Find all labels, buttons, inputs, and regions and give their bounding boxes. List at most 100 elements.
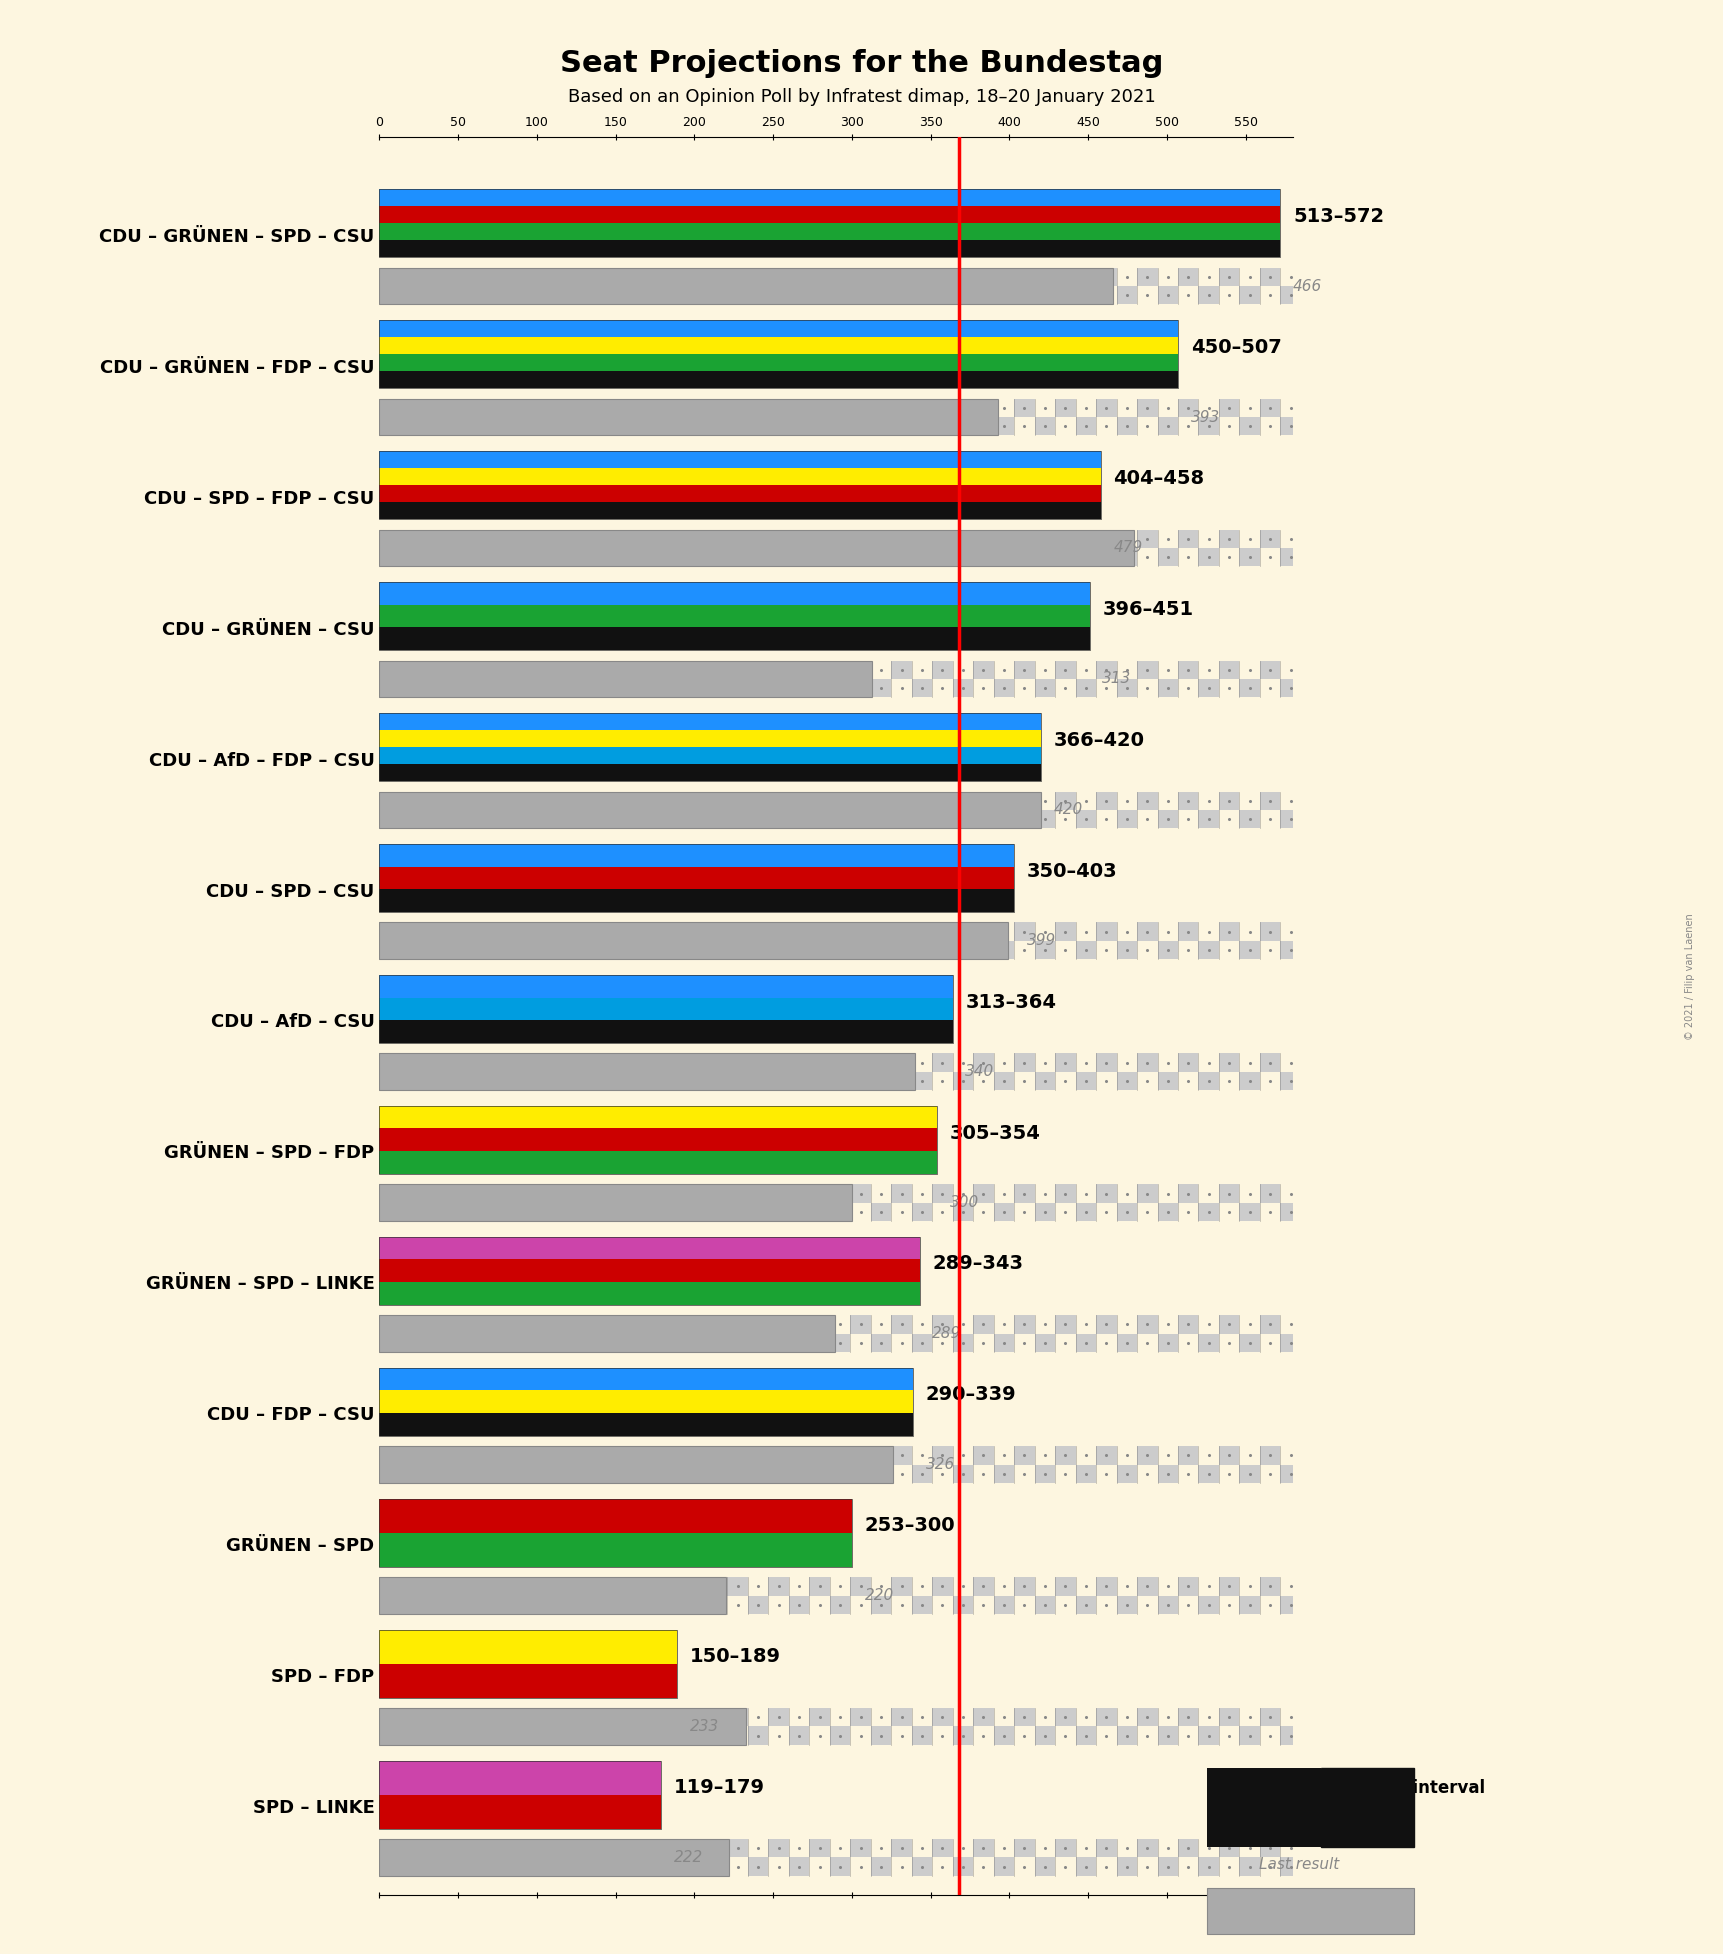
Bar: [1003, 627, 1089, 651]
Bar: [379, 889, 930, 913]
Bar: [462, 1315, 481, 1335]
Bar: [522, 416, 543, 436]
Bar: [1197, 791, 1218, 809]
Bar: [727, 285, 748, 305]
Bar: [1075, 1202, 1096, 1221]
Bar: [1156, 1708, 1177, 1727]
Bar: [567, 1761, 662, 1794]
Bar: [1054, 399, 1075, 416]
Bar: [1156, 547, 1177, 567]
Bar: [1280, 268, 1301, 285]
Bar: [768, 678, 789, 698]
Bar: [1075, 1577, 1096, 1596]
Bar: [911, 678, 932, 698]
Bar: [462, 1577, 481, 1596]
Bar: [789, 1727, 808, 1745]
Bar: [932, 791, 953, 809]
Bar: [584, 1335, 605, 1352]
Bar: [870, 416, 891, 436]
Bar: [955, 731, 1041, 746]
Bar: [1034, 1184, 1054, 1202]
Bar: [1239, 940, 1260, 959]
Bar: [932, 1184, 953, 1202]
Bar: [1218, 1858, 1239, 1876]
Bar: [522, 1466, 543, 1483]
Bar: [1013, 1446, 1034, 1466]
Bar: [932, 547, 953, 567]
Bar: [665, 791, 686, 809]
Bar: [891, 1839, 911, 1858]
Bar: [727, 809, 748, 828]
Bar: [1218, 268, 1239, 285]
Bar: [625, 660, 644, 678]
Bar: [1156, 1335, 1177, 1352]
Text: 393: 393: [1191, 410, 1220, 424]
Bar: [379, 320, 1087, 338]
Bar: [379, 530, 1134, 567]
Bar: [1075, 1315, 1096, 1335]
Bar: [1054, 547, 1075, 567]
Bar: [930, 866, 1013, 889]
Bar: [1075, 1466, 1096, 1483]
Bar: [584, 1315, 605, 1335]
Bar: [808, 1071, 829, 1090]
Bar: [870, 1202, 891, 1221]
Bar: [420, 1335, 441, 1352]
Bar: [932, 1446, 953, 1466]
Bar: [911, 1315, 932, 1335]
Bar: [870, 1071, 891, 1090]
Bar: [563, 1184, 584, 1202]
Bar: [972, 922, 992, 940]
Bar: [1137, 1708, 1156, 1727]
Bar: [379, 1106, 936, 1174]
Bar: [748, 1727, 768, 1745]
Bar: [567, 1794, 662, 1829]
Bar: [379, 1577, 400, 1596]
Bar: [563, 1708, 584, 1727]
Bar: [953, 1184, 972, 1202]
Bar: [567, 1794, 662, 1829]
Bar: [870, 1466, 891, 1483]
Bar: [872, 1020, 953, 1043]
Bar: [1197, 1596, 1218, 1614]
Bar: [1054, 530, 1075, 547]
Bar: [1096, 1184, 1117, 1202]
Bar: [379, 1053, 400, 1071]
Bar: [1117, 1071, 1137, 1090]
Bar: [748, 1053, 768, 1071]
Bar: [665, 922, 686, 940]
Bar: [1117, 1202, 1137, 1221]
Bar: [1280, 791, 1301, 809]
Bar: [992, 1466, 1013, 1483]
Bar: [1054, 940, 1075, 959]
Bar: [379, 1761, 662, 1829]
Bar: [644, 1577, 665, 1596]
Bar: [727, 1839, 748, 1858]
Bar: [1013, 1577, 1034, 1596]
Bar: [605, 1071, 625, 1090]
Bar: [1197, 1858, 1218, 1876]
Bar: [379, 1663, 615, 1698]
Bar: [605, 1596, 625, 1614]
Bar: [1054, 791, 1075, 809]
Bar: [789, 399, 808, 416]
Bar: [1096, 1315, 1117, 1335]
Bar: [768, 285, 789, 305]
Bar: [849, 791, 870, 809]
Bar: [706, 791, 727, 809]
Bar: [870, 791, 891, 809]
Bar: [522, 1839, 543, 1858]
Text: 313–364: 313–364: [965, 993, 1056, 1012]
Bar: [932, 285, 953, 305]
Bar: [1187, 207, 1280, 223]
Bar: [836, 1413, 913, 1436]
Bar: [625, 1708, 644, 1727]
Bar: [379, 1368, 836, 1391]
Bar: [400, 791, 420, 809]
Bar: [706, 1053, 727, 1071]
Bar: [953, 678, 972, 698]
Bar: [379, 1499, 851, 1567]
Bar: [1156, 268, 1177, 285]
Bar: [441, 1708, 462, 1727]
Bar: [665, 1202, 686, 1221]
